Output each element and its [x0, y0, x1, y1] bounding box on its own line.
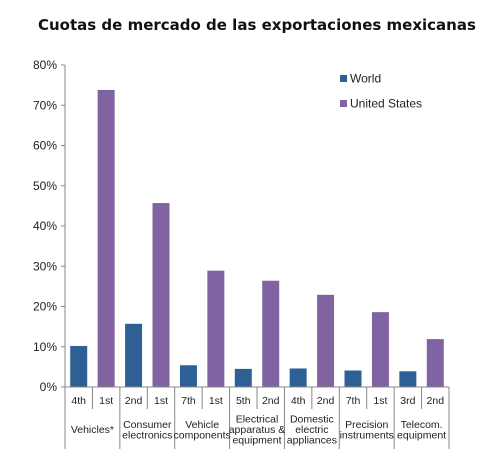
y-tick-label: 80%: [33, 58, 57, 72]
rank-label: 3rd: [400, 395, 415, 407]
rank-label: 2nd: [125, 395, 143, 407]
rank-label: 4th: [71, 395, 86, 407]
y-tick-label: 50%: [33, 179, 57, 193]
y-tick-label: 20%: [33, 300, 57, 314]
bar-united-states: [317, 294, 335, 387]
category-label: equipment: [232, 435, 281, 447]
rank-label: 7th: [181, 395, 196, 407]
rank-label: 1st: [154, 395, 168, 407]
category-label: Precision: [345, 419, 388, 431]
x-axis: 4th 1st Vehicles* 2nd 1st Consumerelectronics…: [64, 386, 450, 449]
y-tick-label: 0%: [40, 380, 58, 394]
bar-world: [399, 371, 417, 387]
category-label: instruments: [340, 429, 394, 441]
y-tick-label: 30%: [33, 259, 57, 273]
legend-label: World: [350, 72, 381, 86]
bar-united-states: [207, 270, 225, 387]
rank-label: 2nd: [427, 395, 445, 407]
bar-united-states: [371, 312, 389, 387]
bar-united-states: [426, 339, 444, 387]
category-label: appliances: [287, 435, 337, 447]
category-label: apparatus &: [229, 424, 286, 436]
bars: [70, 89, 444, 387]
rank-label: 2nd: [317, 395, 335, 407]
category-label: Vehicles*: [71, 424, 114, 436]
category-label: Consumer: [123, 419, 172, 431]
rank-label: 1st: [99, 395, 113, 407]
category-label: Vehicle: [185, 419, 219, 431]
category-label: equipment: [397, 429, 446, 441]
rank-label: 4th: [291, 395, 306, 407]
bar-world: [179, 365, 197, 387]
category-label: electronics: [122, 429, 172, 441]
bar-world: [234, 368, 252, 387]
y-axis: 0% 10% 20% 30% 40% 50% 60% 70% 80%: [33, 58, 66, 394]
bar-world: [125, 323, 143, 387]
y-tick-label: 40%: [33, 219, 57, 233]
bar-world: [289, 368, 307, 387]
y-tick-label: 60%: [33, 139, 57, 153]
rank-label: 7th: [346, 395, 361, 407]
y-tick-label: 10%: [33, 340, 57, 354]
bar-world: [344, 370, 362, 387]
bar-world: [70, 345, 88, 387]
rank-label: 2nd: [262, 395, 280, 407]
legend-swatch: [340, 75, 347, 82]
category-label: Electrical: [236, 414, 279, 426]
bar-united-states: [262, 280, 280, 387]
bar-united-states: [97, 89, 115, 387]
rank-label: 1st: [209, 395, 223, 407]
legend-swatch: [340, 100, 347, 107]
legend: World United States: [340, 72, 422, 111]
rank-label: 5th: [236, 395, 251, 407]
category-label: components: [174, 429, 231, 441]
y-tick-label: 70%: [33, 98, 57, 112]
bar-united-states: [152, 203, 170, 387]
category-label: electric: [295, 424, 328, 436]
category-label: Domestic: [290, 414, 334, 426]
chart-title: Cuotas de mercado de las exportaciones m…: [38, 16, 476, 34]
category-label: Telecom.: [401, 419, 443, 431]
rank-label: 1st: [373, 395, 387, 407]
legend-label: United States: [350, 97, 422, 111]
